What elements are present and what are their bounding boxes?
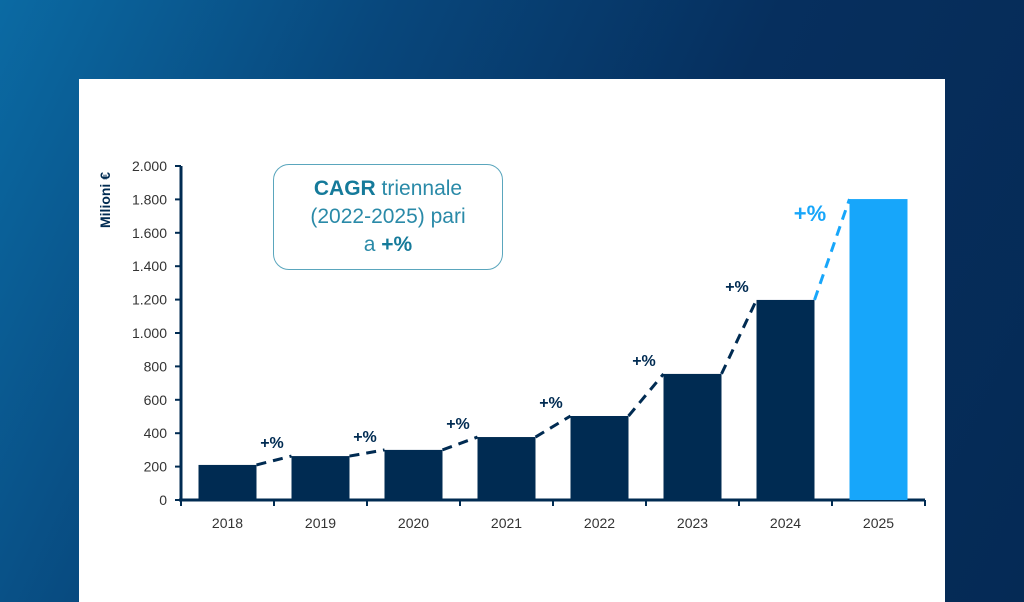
bar-2024 <box>756 299 815 500</box>
bar-2018 <box>198 464 257 500</box>
x-tick-label: 2018 <box>212 515 243 531</box>
y-tick-label: 1.800 <box>132 191 167 207</box>
growth-label: +% <box>260 435 284 452</box>
y-tick-label: 400 <box>144 425 168 441</box>
y-tick-label: 800 <box>144 358 168 374</box>
bar-2020 <box>384 449 443 500</box>
growth-connector <box>720 299 758 375</box>
x-tick-label: 2019 <box>305 515 336 531</box>
x-tick-label: 2022 <box>584 515 615 531</box>
bar-2022 <box>570 415 629 500</box>
cagr-text-3: a <box>363 233 382 256</box>
bar-2019 <box>291 456 350 500</box>
x-tick-label: 2024 <box>770 515 801 531</box>
growth-connector <box>813 198 851 301</box>
bar-2021 <box>477 437 536 500</box>
y-tick-label: 1.200 <box>132 292 167 308</box>
growth-label: +% <box>353 429 377 446</box>
growth-connector <box>256 454 292 467</box>
cagr-bold: CAGR <box>313 177 376 200</box>
x-tick-label: 2023 <box>677 515 708 531</box>
growth-label: +% <box>632 353 656 370</box>
y-tick-label: 600 <box>144 392 168 408</box>
growth-label: +% <box>794 201 826 226</box>
y-tick-label: 1.400 <box>132 258 167 274</box>
y-tick-label: 0 <box>159 492 167 508</box>
cagr-text-1: triennale <box>375 177 463 200</box>
growth-label: +% <box>446 416 470 433</box>
x-tick-label: 2025 <box>863 515 894 531</box>
bar-2025 <box>849 199 908 501</box>
y-tick-label: 2.000 <box>132 158 167 174</box>
growth-label: +% <box>539 395 563 412</box>
x-tick-label: 2020 <box>398 515 429 531</box>
cagr-annotation-box: CAGR triennale (2022-2025) pari a +% <box>273 164 503 270</box>
growth-connector <box>349 448 385 458</box>
growth-connector <box>441 435 479 452</box>
bar-2023 <box>663 373 722 500</box>
y-tick-label: 1.000 <box>132 325 167 341</box>
growth-label: +% <box>725 279 749 296</box>
growth-connector <box>534 414 572 439</box>
y-axis-label: Milioni € <box>97 172 113 228</box>
y-tick-label: 1.600 <box>132 225 167 241</box>
cagr-text-2: (2022-2025) pari <box>310 205 466 228</box>
x-tick-label: 2021 <box>491 515 522 531</box>
y-tick-label: 200 <box>144 459 168 475</box>
growth-connector <box>627 372 665 417</box>
cagr-value: +% <box>381 233 413 256</box>
